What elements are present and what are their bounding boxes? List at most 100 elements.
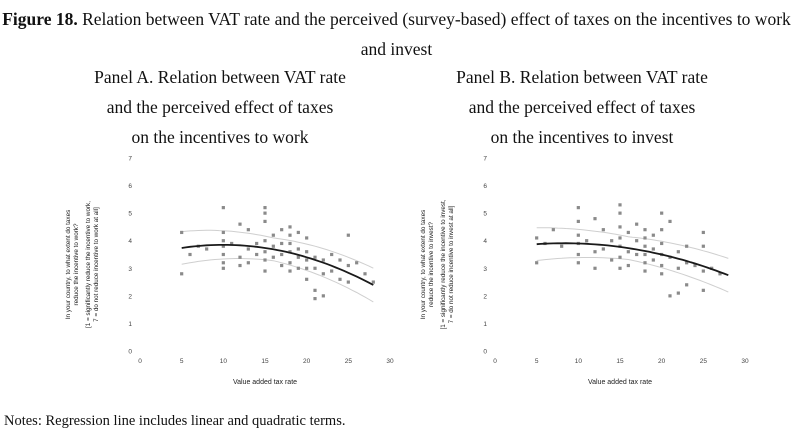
panel-b-data-point [651,233,655,237]
panel-a-y-tick-label: 2 [128,293,132,300]
panel-b-data-point [626,263,630,268]
panel-a-data-point [321,258,325,262]
panel-b-data-point [660,211,664,215]
panel-a-data-point [346,263,350,268]
panel-b-regression-line [536,242,729,277]
panel-b-data-point [601,247,605,251]
panel-a-data-point [230,241,234,246]
panel-a-data-point [271,255,275,259]
panel-b-x-tick-label: 15 [616,358,624,365]
panel-a-data-point [263,211,267,215]
panel-a-data-point [288,225,292,229]
panel-b-data-point [593,250,597,254]
panel-b-data-point [643,269,647,273]
panel-a-y-tick-label: 7 [128,156,132,163]
panel-a-data-point [321,294,325,298]
panel-b-data-point [701,244,705,248]
panel-a-data-point [288,250,292,254]
panel-b-data-point [660,241,664,246]
panel-a-x-tick-label: 15 [261,358,269,365]
panel-a-data-point [313,255,317,259]
panel-a-data-point [338,277,342,281]
panel-a-data-point [296,230,300,235]
panel-a-data-point [188,252,192,257]
panel-a-data-point [321,272,325,276]
panel-b-data-point [535,261,539,265]
panel-b-data-point [685,261,689,265]
panel-b-data-point [668,219,672,224]
panel-a-data-point [255,241,259,246]
panel-a-data-point [330,252,334,257]
panel-b-data-point [626,230,630,235]
panel-b-x-tick-label: 0 [493,358,497,365]
panel-a-data-point [280,228,284,232]
panel-a-x-tick-label: 25 [345,358,353,365]
panel-b-y-tick-label: 3 [483,266,487,273]
figure-notes: Notes: Regression line includes linear a… [4,413,346,429]
panel-b-data-point [693,263,697,268]
panel-b-y-axis-label-line: 7 = do not reduce incentive to invest at… [448,205,455,323]
panel-b-data-point [626,250,630,254]
panel-b-data-point [576,252,580,257]
panel-a-data-point [355,261,359,265]
panel-b-data-point [635,252,639,257]
panel-a-data-point [288,241,292,246]
panel-b-y-tick-label: 0 [483,349,487,356]
panel-a-data-point [313,288,317,292]
panel-b-y-axis-label-line: In your country, to what extent do taxes [420,210,427,319]
panel-b-y-tick-label: 7 [483,156,487,163]
panel-a-data-point [263,258,267,262]
figure-label: Figure 18. [2,9,78,29]
panel-a-data-point [221,230,225,235]
panel-a-x-axis-label: Value added tax rate [233,379,297,386]
panel-a-data-point [221,239,225,243]
panel-a-data-point [296,266,300,270]
panel-a-data-point [221,266,225,270]
panel-a-data-point [246,228,250,232]
panel-a-x-tick-label: 30 [386,358,394,365]
panel-b-data-point [676,250,680,254]
panel-a-data-point [221,252,225,257]
panel-a-data-point [271,244,275,248]
panel-b-y-axis-label-line: [1 = significantly reduce the incentive … [440,199,447,329]
panel-a-data-point [246,261,250,265]
panel-a-data-point [271,233,275,237]
panel-b-data-point [635,222,639,226]
panel-b-data-point [643,261,647,265]
panel-a-data-point [221,261,225,265]
panel-a-x-tick-label: 5 [180,358,184,365]
panel-b-data-point [643,236,647,240]
panel-a-data-point [205,247,209,251]
panel-a-data-point [246,247,250,251]
panel-a-data-point [255,252,259,257]
panel-a-title-line: and the perceived effect of taxes [106,97,334,117]
panel-a-x-tick-label: 20 [303,358,311,365]
panel-a-data-point [238,263,242,268]
figure-title: Figure 18. Relation between VAT rate and… [0,4,793,64]
panel-b-data-point [601,228,605,232]
panel-a-y-axis-label-line: [1 = significantly reduce the incentive … [85,201,92,328]
panel-b-data-point [643,252,647,257]
panel-b-data-point [610,239,614,243]
figure-title-text: Relation between VAT rate and the percei… [82,9,791,59]
panel-b-data-point [701,230,705,235]
panel-b-data-point [535,236,539,240]
panel-b-data-point [685,283,689,287]
panel-a-data-point [238,222,242,226]
panel-a-data-point [280,263,284,268]
panel-a-ci-upper-line [181,229,374,269]
panel-a-x-tick-label: 0 [138,358,142,365]
panel-b-data-point [576,233,580,237]
panel-a-y-tick-label: 5 [128,211,132,218]
panel-a-data-point [263,219,267,224]
panel-b-x-tick-label: 25 [700,358,708,365]
panel-a-data-point [330,269,334,273]
panel-a-data-point [305,258,309,262]
panel-a-data-point [180,230,184,235]
panel-b-y-axis-label-line: reduce the incentive to invest? [428,221,435,307]
panel-a-data-point [263,239,267,243]
panel-b-data-point [701,288,705,292]
panel-b-data-point [618,225,622,229]
panel-a-data-point [305,266,309,270]
panel-b-data-point [618,203,622,207]
